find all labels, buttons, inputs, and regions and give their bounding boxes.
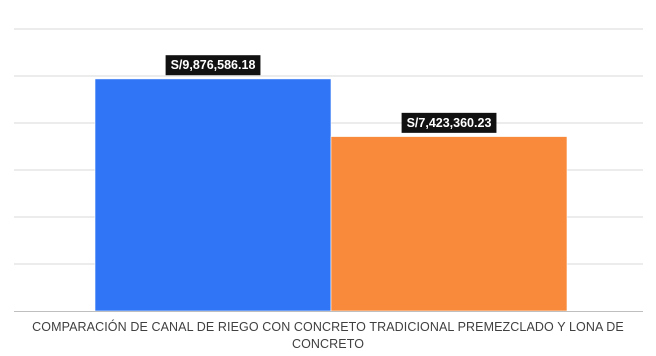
bar-chart: S/9,876,586.18 S/7,423,360.23	[14, 28, 643, 312]
bar-series-2	[330, 136, 568, 312]
data-label-text: S/7,423,360.23	[407, 116, 492, 130]
data-label-box	[165, 55, 261, 76]
data-label-series-1: S/9,876,586.18	[165, 55, 261, 76]
data-label-series-2: S/7,423,360.23	[401, 112, 497, 133]
data-label-box	[401, 112, 497, 133]
data-label-text: S/9,876,586.18	[171, 58, 256, 72]
bar-series-1	[94, 78, 332, 312]
x-axis-category-label: COMPARACIÓN DE CANAL DE RIEGO CON CONCRE…	[32, 320, 624, 351]
